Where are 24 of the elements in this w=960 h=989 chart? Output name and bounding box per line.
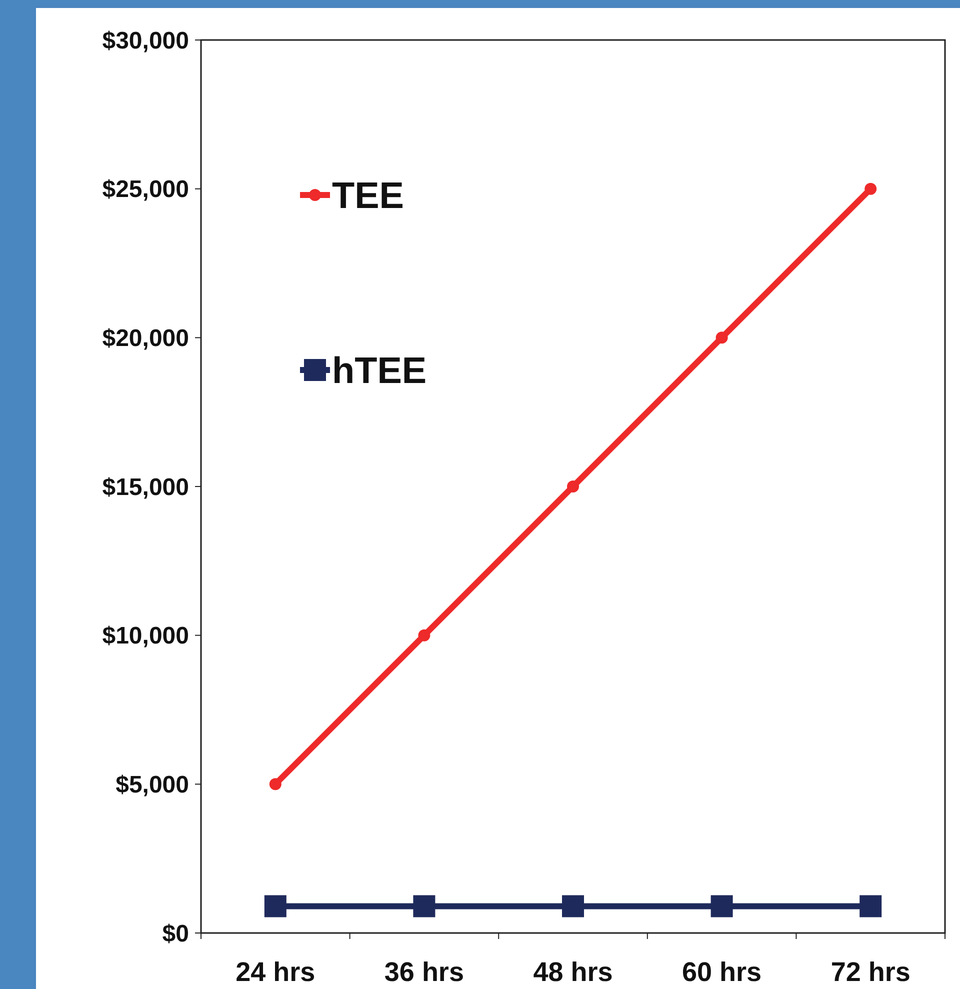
y-tick-label: $0 xyxy=(162,920,189,948)
x-tick-label: 48 hrs xyxy=(533,957,613,987)
y-tick-label: $10,000 xyxy=(102,622,189,650)
y-tick-label: $15,000 xyxy=(102,474,189,501)
point xyxy=(860,895,882,918)
point xyxy=(418,629,430,642)
y-tick-label: $5,000 xyxy=(116,772,189,799)
y-tick-label: $30,000 xyxy=(102,27,189,54)
point xyxy=(710,895,733,918)
legend-label: hTEE xyxy=(332,350,427,391)
point xyxy=(413,895,436,918)
point xyxy=(716,332,728,344)
point xyxy=(562,895,584,918)
point xyxy=(264,895,286,918)
x-tick-label: 24 hrs xyxy=(236,957,316,987)
y-tick-label: $25,000 xyxy=(102,176,189,204)
x-tick-label: 72 hrs xyxy=(830,957,910,987)
point xyxy=(864,182,877,195)
point xyxy=(269,778,282,790)
point xyxy=(567,480,579,492)
x-tick-label: 60 hrs xyxy=(682,957,762,987)
x-tick-label: 36 hrs xyxy=(384,957,464,987)
y-tick-label: $20,000 xyxy=(102,325,189,352)
legend-label: TEE xyxy=(332,174,404,216)
